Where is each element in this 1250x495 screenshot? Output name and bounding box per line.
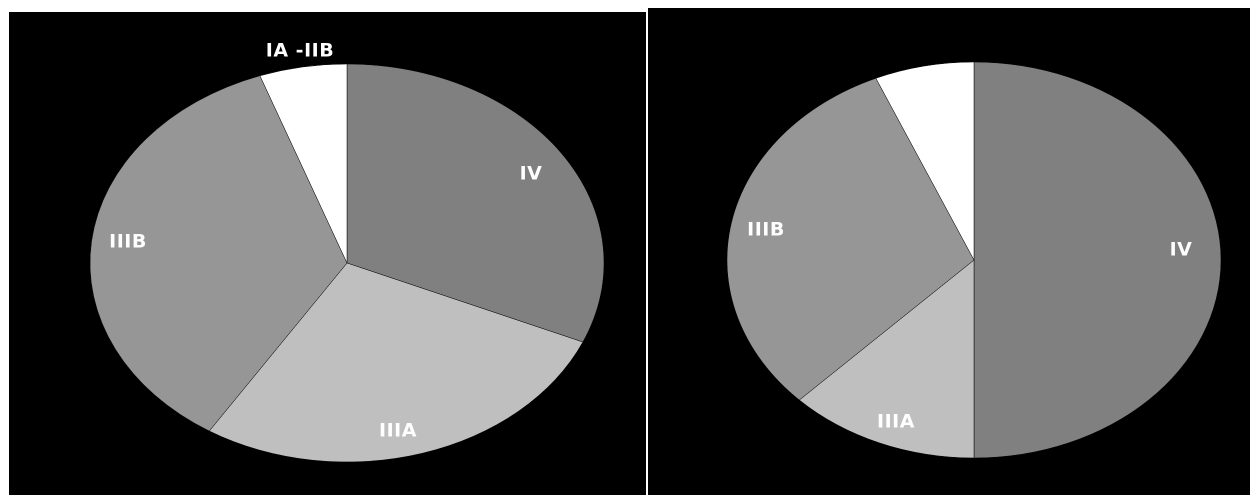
- slice-label-iiia: IIIA: [379, 420, 417, 442]
- slice-label-ia-iib: IA -IIB: [266, 40, 334, 62]
- pie-chart-left: IV IIIA IIIB IA -IIB: [89, 40, 605, 463]
- slice-label-iiib: IIIB: [747, 219, 785, 241]
- slice-label-iv: IV: [520, 163, 543, 185]
- chart-panel-right: IV IIIA IIIB: [648, 8, 1250, 495]
- pie-slice-iiia: [208, 262, 584, 463]
- pie-slice-iv: [346, 63, 605, 343]
- slice-label-iiia: IIIA: [877, 411, 915, 433]
- pie-slice-iiia: [798, 259, 975, 459]
- pie-slice-iv: [973, 61, 1222, 459]
- chart-panel-left: IV IIIA IIIB IA -IIB: [9, 12, 646, 495]
- pie-slice-iiib: [89, 75, 348, 432]
- pie-chart-right: IV IIIA IIIB: [726, 61, 1222, 459]
- pie-slice-ia-iib: [259, 63, 348, 264]
- slice-label-iiib: IIIB: [109, 231, 147, 253]
- slice-label-iv: IV: [1170, 239, 1193, 261]
- pie-slice-iiib: [726, 77, 975, 401]
- pie-slice-unlabeled: [875, 61, 975, 261]
